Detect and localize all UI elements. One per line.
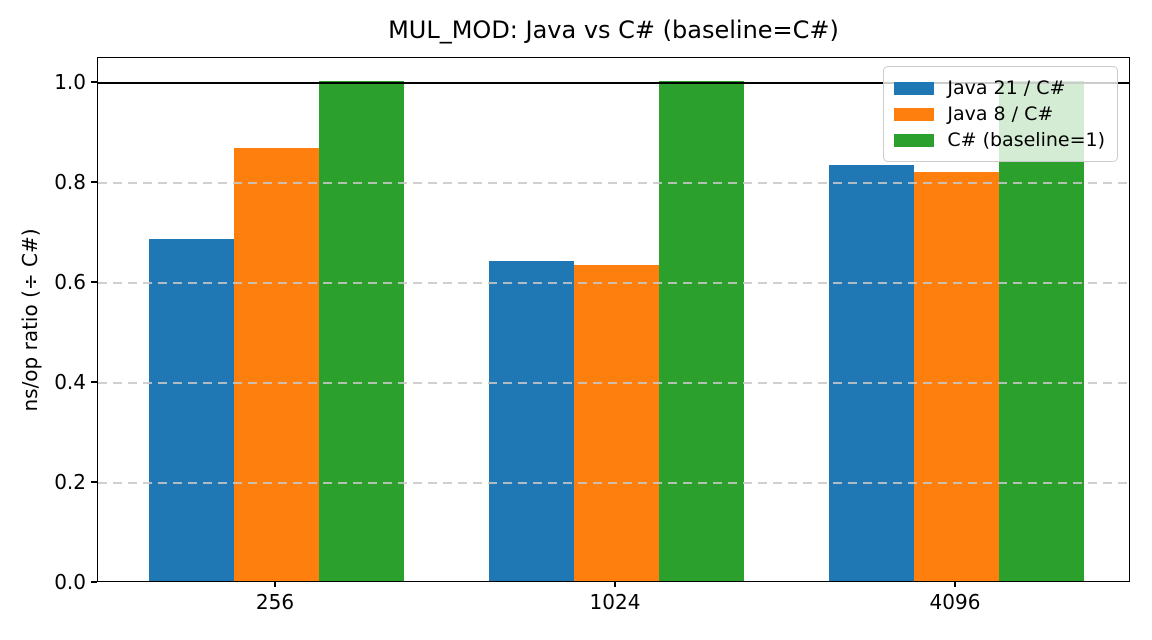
legend-item-java8c: Java 8 / C# xyxy=(894,101,1105,127)
bar-cbaseline1-256 xyxy=(318,81,404,581)
y-tick-label-0.0: 0.0 xyxy=(54,570,86,594)
y-tick-mark-1.0 xyxy=(91,81,97,83)
bar-java8c-1024 xyxy=(573,264,659,581)
x-tick-label-256: 256 xyxy=(255,590,295,614)
y-tick-mark-0.0 xyxy=(91,581,97,583)
y-tick-label-0.2: 0.2 xyxy=(54,470,86,494)
x-tick-mark-1024 xyxy=(614,582,616,587)
legend-swatch-icon xyxy=(894,107,935,121)
baseline-line xyxy=(98,82,1129,84)
x-tick-label-4096: 4096 xyxy=(929,590,981,614)
y-tick-mark-0.2 xyxy=(91,481,97,483)
gridline-y-0.6 xyxy=(98,282,1129,284)
plot-area: Java 21 / C# Java 8 / C# C# (baseline=1) xyxy=(97,57,1130,582)
x-tick-label-1024: 1024 xyxy=(589,590,641,614)
gridline-y-0.2 xyxy=(98,482,1129,484)
legend-label: C# (baseline=1) xyxy=(947,129,1105,151)
legend: Java 21 / C# Java 8 / C# C# (baseline=1) xyxy=(883,66,1118,162)
bar-cbaseline1-1024 xyxy=(658,81,744,581)
legend-swatch-icon xyxy=(894,133,935,147)
gridline-y-0.8 xyxy=(98,182,1129,184)
y-tick-mark-0.6 xyxy=(91,281,97,283)
gridline-y-0.4 xyxy=(98,382,1129,384)
bar-java8c-256 xyxy=(233,148,319,581)
y-tick-mark-0.8 xyxy=(91,181,97,183)
bar-java21c-1024 xyxy=(488,260,574,581)
legend-label: Java 8 / C# xyxy=(947,103,1054,125)
legend-item-java21c: Java 21 / C# xyxy=(894,75,1105,101)
chart-title: MUL_MOD: Java vs C# (baseline=C#) xyxy=(388,16,839,44)
x-tick-mark-4096 xyxy=(954,582,956,587)
legend-item-cbaseline1: C# (baseline=1) xyxy=(894,127,1105,153)
legend-label: Java 21 / C# xyxy=(947,77,1066,99)
y-tick-mark-0.4 xyxy=(91,381,97,383)
bar-cbaseline1-4096 xyxy=(998,81,1084,581)
y-tick-label-0.8: 0.8 xyxy=(54,170,86,194)
bar-java21c-4096 xyxy=(828,165,914,581)
bar-java8c-4096 xyxy=(913,172,999,581)
x-tick-mark-256 xyxy=(274,582,276,587)
bar-java21c-256 xyxy=(148,238,234,581)
y-tick-label-0.4: 0.4 xyxy=(54,370,86,394)
y-tick-label-1.0: 1.0 xyxy=(54,70,86,94)
y-tick-label-0.6: 0.6 xyxy=(54,270,86,294)
legend-swatch-icon xyxy=(894,81,935,95)
